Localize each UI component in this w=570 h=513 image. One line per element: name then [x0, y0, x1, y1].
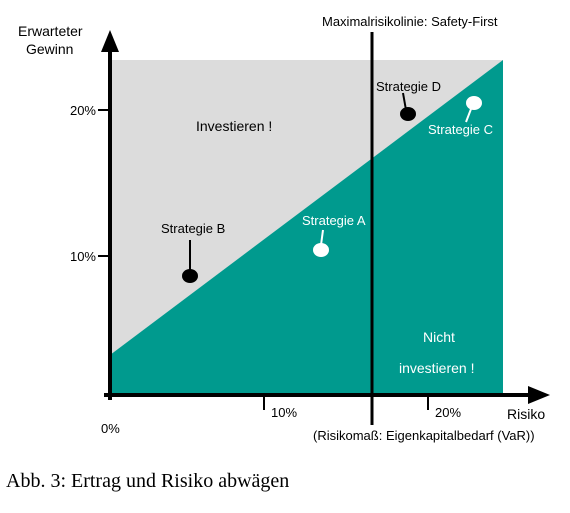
x-axis-arrow — [528, 386, 550, 404]
strategy-a-marker — [313, 243, 329, 257]
strategy-a-leader — [320, 229, 324, 246]
y-axis-arrow — [101, 30, 119, 52]
strategy-b: Strategie B — [161, 221, 225, 283]
figure-caption: Abb. 3: Ertrag und Risiko abwägen — [6, 470, 290, 492]
not-invest-label-line1: Nicht — [423, 329, 455, 345]
strategy-c-marker — [466, 96, 482, 110]
strategy-d-leader — [402, 92, 407, 111]
x-tick-label-0: 0% — [101, 421, 120, 436]
strategy-c: Strategie C — [428, 96, 493, 137]
invest-label: Investieren ! — [196, 118, 272, 134]
x-tick-label-20: 20% — [435, 405, 461, 420]
max-risk-line-label: Maximalrisikolinie: Safety-First — [322, 14, 498, 29]
strategy-c-leader — [465, 108, 472, 123]
not-invest-region — [110, 60, 503, 395]
strategy-d: Strategie D — [376, 79, 441, 121]
y-axis-label-line2: Gewinn — [26, 41, 73, 57]
strategy-b-marker — [182, 269, 198, 283]
x-axis-label: Risiko — [507, 406, 545, 422]
x-tick-label-10: 10% — [271, 405, 297, 420]
y-tick-label-10: 10% — [70, 249, 96, 264]
strategy-d-label: Strategie D — [376, 79, 441, 94]
strategy-c-label: Strategie C — [428, 122, 493, 137]
strategy-a: Strategie A — [302, 213, 366, 257]
strategy-b-label: Strategie B — [161, 221, 225, 236]
y-tick-label-20: 20% — [70, 103, 96, 118]
not-invest-label-line2: investieren ! — [399, 360, 474, 376]
strategy-a-label: Strategie A — [302, 213, 366, 228]
y-axis-label-line1: Erwarteter — [18, 23, 83, 39]
x-axis-note: (Risikomaß: Eigenkapitalbedarf (VaR)) — [313, 428, 535, 443]
strategy-d-marker — [400, 107, 416, 121]
